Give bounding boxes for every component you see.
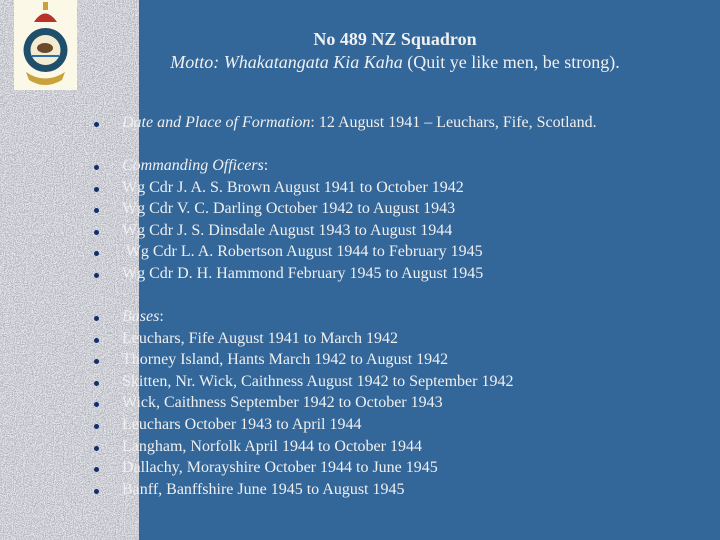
colon: :: [159, 308, 164, 325]
squadron-crest-logo: [14, 0, 77, 90]
bullet-icon: [94, 122, 99, 127]
bullet-icon: [94, 402, 99, 407]
bullet-icon: [94, 251, 99, 256]
base-item: Skitten, Nr. Wick, Caithness August 1942…: [122, 373, 514, 390]
base-item: Wick, Caithness September 1942 to Octobe…: [122, 394, 443, 411]
bases-heading-text: Bases: [122, 308, 160, 325]
officers-heading: Commanding Officers:: [122, 157, 268, 175]
base-item: Leuchars, Fife August 1941 to March 1942: [122, 330, 398, 347]
motto-maori: Whakatangata Kia Kaha: [223, 52, 403, 72]
officer-item: Wg Cdr J. A. S. Brown August 1941 to Oct…: [122, 179, 464, 196]
officer-item: Wg Cdr D. H. Hammond February 1945 to Au…: [122, 265, 484, 282]
bullet-icon: [94, 424, 99, 429]
bullet-icon: [94, 359, 99, 364]
base-item: Langham, Norfolk April 1944 to October 1…: [122, 438, 422, 455]
bullet-icon: [94, 273, 99, 278]
slide-title: No 489 NZ Squadron: [313, 29, 477, 49]
formation-value: : 12 August 1941 – Leuchars, Fife, Scotl…: [310, 114, 597, 131]
motto-line: Motto: Whakatangata Kia Kaha (Quit ye li…: [100, 52, 690, 73]
bullet-icon: [94, 187, 99, 192]
bullet-icon: [94, 489, 99, 494]
motto-label: Motto:: [170, 52, 220, 72]
base-item: Dallachy, Morayshire October 1944 to Jun…: [122, 459, 438, 476]
formation-label: Date and Place of Formation: [122, 114, 311, 131]
bullet-icon: [94, 165, 99, 170]
colon: :: [263, 157, 269, 174]
base-item: Leuchars October 1943 to April 1944: [122, 416, 362, 433]
formation-line: Date and Place of Formation: 12 August 1…: [122, 114, 597, 132]
bullet-icon: [94, 208, 99, 213]
bullet-icon: [94, 381, 99, 386]
bases-heading: Bases:: [122, 308, 164, 326]
base-item: Thorney Island, Hants March 1942 to Augu…: [122, 351, 449, 368]
motto-translation: (Quit ye like men, be strong).: [407, 52, 620, 72]
bullet-icon: [94, 230, 99, 235]
officer-item: Wg Cdr J. S. Dinsdale August 1943 to Aug…: [122, 222, 453, 239]
officer-item: Wg Cdr V. C. Darling October 1942 to Aug…: [122, 200, 456, 217]
base-item: Banff, Banffshire June 1945 to August 19…: [122, 481, 405, 498]
bullet-icon: [94, 446, 99, 451]
bullet-icon: [94, 316, 99, 321]
officers-heading-text: Commanding Officers: [122, 157, 264, 174]
bullet-icon: [94, 338, 99, 343]
officer-item: Wg Cdr L. A. Robertson August 1944 to Fe…: [122, 243, 483, 260]
bullet-icon: [94, 467, 99, 472]
